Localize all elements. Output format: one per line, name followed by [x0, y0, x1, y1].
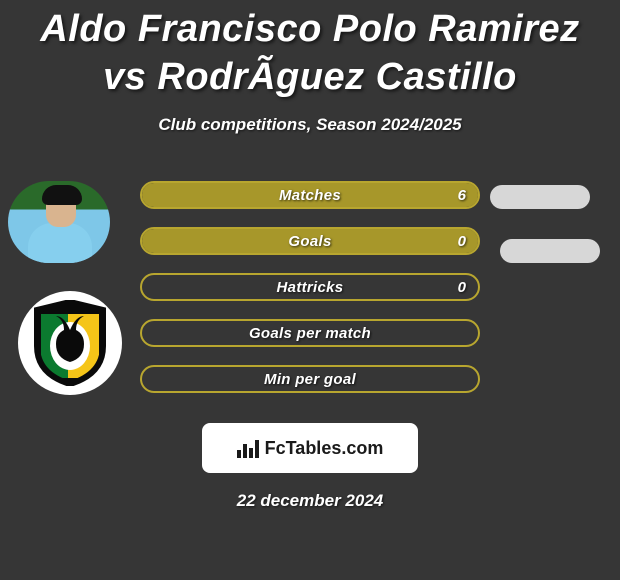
opponent-pill [500, 239, 600, 263]
stat-label: Matches [142, 183, 478, 207]
chart-icon [237, 438, 259, 458]
stat-bar-hattricks: Hattricks 0 [140, 273, 480, 301]
stat-value: 6 [458, 183, 466, 207]
stat-value: 0 [458, 275, 466, 299]
page-title: Aldo Francisco Polo Ramirez vs RodrÃ­gue… [0, 0, 620, 105]
opponent-pills [490, 185, 610, 263]
stat-label: Goals [142, 229, 478, 253]
stat-label: Min per goal [142, 367, 478, 391]
avatar-image [8, 181, 110, 263]
comparison-panel: Matches 6 Goals 0 Hattricks 0 Goals per … [0, 163, 620, 403]
stat-bar-goals: Goals 0 [140, 227, 480, 255]
stat-label: Goals per match [142, 321, 478, 345]
stat-bars: Matches 6 Goals 0 Hattricks 0 Goals per … [140, 181, 480, 411]
club-shield-icon [33, 300, 107, 386]
stat-bar-matches: Matches 6 [140, 181, 480, 209]
subtitle: Club competitions, Season 2024/2025 [0, 115, 620, 135]
stat-bar-min-per-goal: Min per goal [140, 365, 480, 393]
opponent-pill [490, 185, 590, 209]
site-logo[interactable]: FcTables.com [202, 423, 418, 473]
club-badge [18, 291, 122, 395]
stat-bar-goals-per-match: Goals per match [140, 319, 480, 347]
stat-label: Hattricks [142, 275, 478, 299]
player-avatar [8, 181, 110, 263]
date-label: 22 december 2024 [0, 491, 620, 511]
logo-text: FcTables.com [265, 438, 384, 459]
stat-value: 0 [458, 229, 466, 253]
